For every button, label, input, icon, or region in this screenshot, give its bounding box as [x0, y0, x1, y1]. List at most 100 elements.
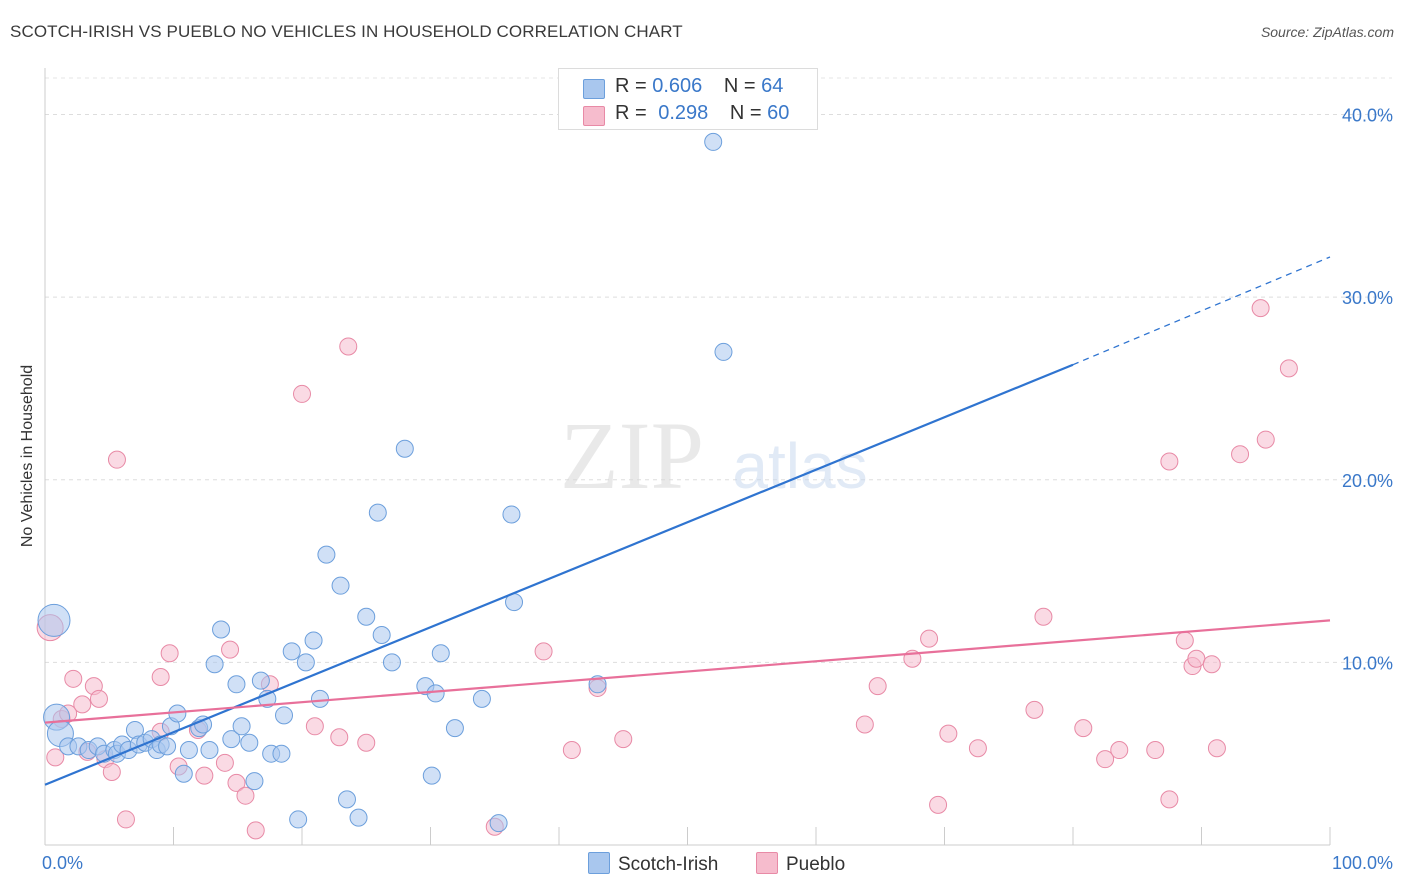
- scotch-irish-point: [205, 655, 224, 674]
- pueblo-points: [36, 299, 1298, 840]
- pueblo-point: [339, 337, 358, 356]
- scotch-irish-point: [200, 741, 219, 760]
- chart-title: SCOTCH-IRISH VS PUEBLO NO VEHICLES IN HO…: [10, 22, 683, 41]
- scotch-irish-point: [37, 603, 71, 637]
- pueblo-point: [1207, 739, 1226, 758]
- watermark: ZIP atlas: [560, 402, 868, 509]
- pueblo-point: [64, 669, 83, 688]
- pueblo-point: [534, 642, 553, 661]
- y-tick-label: 40.0%: [1342, 106, 1393, 126]
- pueblo-point: [73, 695, 92, 714]
- pueblo-point: [1231, 445, 1250, 464]
- scotch-irish-point: [158, 737, 177, 756]
- corr-row-scotch-irish: R = 0.606 N = 64: [583, 75, 784, 99]
- correlation-legend: R = 0.606 N = 64 R = 0.298 N = 60: [558, 68, 818, 130]
- pueblo-point: [1279, 359, 1298, 378]
- y-tick-label: 10.0%: [1342, 653, 1393, 673]
- x-tick-label: 0.0%: [42, 853, 83, 873]
- corr-row-pueblo: R = 0.298 N = 60: [583, 102, 789, 126]
- scotch-irish-trend-line: [44, 363, 1074, 786]
- pueblo-point: [227, 773, 246, 792]
- scotch-irish-point: [368, 503, 387, 522]
- trend-lines: [44, 256, 1331, 786]
- x-tick-label: 100.0%: [1332, 853, 1393, 873]
- legend-label: Scotch-Irish: [618, 854, 719, 875]
- scotch-irish-point: [222, 730, 241, 749]
- scotch-irish-trend-extension: [1072, 256, 1331, 366]
- watermark-zip: ZIP: [560, 402, 704, 509]
- pueblo-point: [1251, 299, 1270, 318]
- pueblo-point: [151, 667, 170, 686]
- corr-r-value: 0.606: [652, 75, 703, 97]
- scotch-irish-point: [251, 671, 270, 690]
- scotch-irish-point: [227, 675, 246, 694]
- scotch-irish-point: [304, 631, 323, 650]
- pueblo-point: [236, 786, 255, 805]
- pueblo-point: [1202, 655, 1221, 674]
- pueblo-point: [160, 644, 179, 663]
- tick-labels: 10.0% 20.0% 30.0% 40.0% 0.0% 100.0%: [42, 106, 1393, 873]
- pueblo-point: [246, 821, 265, 840]
- pueblo-point: [221, 640, 240, 659]
- scotch-irish-point: [275, 706, 294, 725]
- scotch-irish-point: [357, 607, 376, 626]
- corr-n-value: 64: [761, 75, 784, 97]
- pueblo-point: [46, 748, 65, 767]
- watermark-atlas: atlas: [732, 430, 867, 502]
- pueblo-point: [195, 766, 214, 785]
- corr-n-label: N =: [729, 102, 768, 124]
- pueblo-point: [968, 739, 987, 758]
- scotch-irish-points: [37, 132, 733, 833]
- pueblo-point: [89, 689, 108, 708]
- pueblo-point: [1160, 452, 1179, 471]
- y-tick-label: 30.0%: [1342, 288, 1393, 308]
- pueblo-point: [939, 724, 958, 743]
- scotch-irish-point: [245, 772, 264, 791]
- scotch-irish-point: [212, 620, 231, 639]
- scotch-irish-point: [502, 505, 521, 524]
- legend-item-pueblo[interactable]: Pueblo: [756, 852, 845, 876]
- pueblo-point: [1110, 741, 1129, 760]
- scotch-irish-point: [431, 644, 450, 663]
- pueblo-point: [614, 730, 633, 749]
- scotch-irish-point: [489, 814, 508, 833]
- scotch-irish-point: [174, 764, 193, 783]
- pueblo-point: [1146, 741, 1165, 760]
- scotch-irish-point: [317, 545, 336, 564]
- y-tick-label: 20.0%: [1342, 471, 1393, 491]
- corr-swatch-pink: [583, 106, 605, 126]
- scotch-irish-point: [282, 642, 301, 661]
- pueblo-point: [116, 810, 135, 829]
- pueblo-point: [1025, 700, 1044, 719]
- scotch-irish-point: [704, 132, 723, 151]
- gridlines: [45, 77, 1392, 663]
- scotch-irish-point: [337, 790, 356, 809]
- scotch-irish-point: [272, 744, 291, 763]
- legend-item-scotch-irish[interactable]: Scotch-Irish: [588, 852, 718, 876]
- scotch-irish-point: [445, 719, 464, 738]
- pueblo-point: [1096, 750, 1115, 769]
- pueblo-point: [1187, 649, 1206, 668]
- corr-n-label: N =: [723, 75, 762, 97]
- pueblo-point: [357, 733, 376, 752]
- scotch-irish-point: [372, 625, 391, 644]
- corr-swatch-blue: [583, 79, 605, 99]
- scotch-irish-point: [714, 342, 733, 361]
- corr-r-label: R =: [615, 102, 653, 124]
- corr-r-label: R =: [615, 75, 653, 97]
- scotch-irish-point: [395, 439, 414, 458]
- pueblo-point: [1160, 790, 1179, 809]
- scotch-irish-point: [382, 653, 401, 672]
- pueblo-point: [868, 677, 887, 696]
- scotch-irish-point: [240, 733, 259, 752]
- scotch-irish-point: [296, 653, 315, 672]
- scotch-irish-point: [426, 684, 445, 703]
- pueblo-point: [1175, 631, 1194, 650]
- pueblo-point: [1074, 719, 1093, 738]
- source-credit: Source: ZipAtlas.com: [1260, 24, 1394, 40]
- scotch-irish-point: [179, 741, 198, 760]
- legend-label: Pueblo: [786, 854, 846, 875]
- pueblo-point: [102, 762, 121, 781]
- scotch-irish-point: [310, 689, 329, 708]
